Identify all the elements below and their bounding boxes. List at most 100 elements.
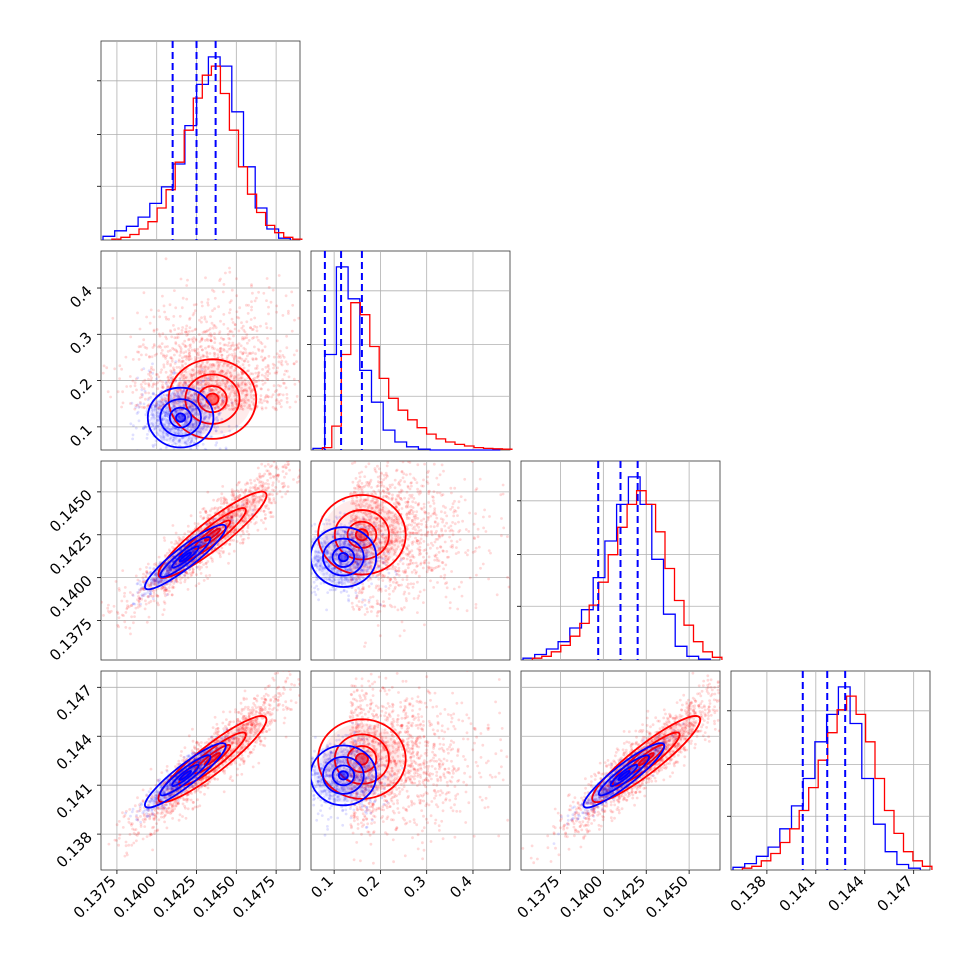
blue-contour-level-1 [144, 523, 227, 591]
red-scatter-point [208, 371, 212, 374]
red-scatter-point [216, 521, 219, 525]
blue-scatter-point [166, 421, 170, 424]
red-scatter-point [250, 495, 254, 498]
red-scatter-point [231, 513, 235, 517]
red-scatter-point [238, 356, 242, 360]
red-scatter-point [336, 451, 339, 454]
red-scatter-point [264, 395, 268, 398]
red-scatter-point [430, 533, 434, 537]
red-scatter-point [208, 522, 211, 525]
red-scatter-point [211, 518, 215, 522]
blue-scatter-point [194, 424, 198, 428]
red-scatter-point [227, 347, 231, 351]
blue-scatter-point [216, 418, 220, 422]
blue-scatter-point [139, 583, 143, 587]
red-scatter-point [225, 363, 229, 367]
red-scatter-point [189, 403, 192, 407]
red-scatter-point [204, 511, 208, 514]
red-scatter-point [230, 515, 234, 518]
red-scatter-point [149, 371, 152, 374]
red-scatter-point [245, 498, 249, 501]
blue-scatter-point [172, 401, 176, 405]
blue-scatter-point [149, 590, 153, 593]
red-scatter-point [235, 399, 239, 403]
red-scatter-point [139, 345, 143, 348]
red-scatter-point [137, 595, 140, 598]
red-scatter-point [249, 388, 252, 391]
blue-scatter-point [198, 434, 202, 437]
blue-scatter-point [130, 401, 134, 405]
red-scatter-point [192, 303, 196, 307]
red-scatter-point [240, 376, 244, 380]
red-scatter-point [241, 530, 245, 533]
blue-scatter-point [208, 412, 212, 416]
red-scatter-point [197, 529, 201, 533]
blue-scatter-point [167, 421, 171, 425]
red-scatter-point [449, 524, 453, 528]
blue-scatter-point [175, 562, 179, 566]
red-scatter-point [223, 382, 227, 386]
red-scatter-point [231, 403, 235, 407]
blue-scatter-point [156, 580, 160, 584]
red-scatter-point [195, 381, 199, 385]
blue-scatter-point [137, 405, 141, 409]
red-scatter-point [129, 402, 132, 405]
red-scatter-point [245, 481, 249, 485]
red-scatter-point [225, 380, 229, 384]
red-scatter-point [246, 406, 250, 409]
red-scatter-point [236, 518, 239, 521]
red-scatter-point [240, 326, 244, 330]
red-scatter-point [246, 360, 250, 363]
red-scatter-point [211, 560, 214, 563]
red-scatter-point [222, 502, 226, 506]
blue-scatter-point [174, 401, 177, 405]
red-scatter-point [275, 402, 279, 405]
red-scatter-point [184, 571, 188, 575]
red-scatter-point [160, 342, 164, 345]
red-scatter-point [244, 388, 248, 391]
red-scatter-point [185, 396, 189, 399]
blue-scatter-point [197, 543, 200, 546]
red-scatter-point [253, 479, 256, 483]
red-scatter-point [230, 493, 234, 497]
blue-scatter-point [165, 568, 169, 572]
blue-contour-level-4 [178, 551, 192, 563]
blue-scatter-point [191, 407, 194, 411]
red-scatter-point [153, 579, 157, 583]
red-scatter-point [243, 517, 247, 521]
red-scatter-point [209, 339, 213, 343]
red-scatter-point [145, 570, 149, 574]
red-scatter-point [152, 599, 156, 603]
red-scatter-point [354, 577, 358, 580]
red-scatter-point [185, 538, 189, 542]
red-scatter-point [181, 363, 184, 367]
red-scatter-point [188, 326, 192, 329]
blue-scatter-point [177, 449, 180, 450]
red-scatter-point [171, 586, 175, 590]
red-scatter-point [182, 376, 186, 380]
red-scatter-point [415, 541, 419, 544]
red-scatter-point [179, 408, 183, 411]
red-scatter-point [159, 371, 163, 374]
red-scatter-point [147, 391, 151, 395]
blue-scatter-point [191, 423, 195, 426]
red-scatter-point [203, 371, 207, 374]
red-scatter-point [222, 496, 226, 500]
red-scatter-point [398, 539, 402, 543]
red-scatter-point [154, 564, 158, 567]
red-scatter-point [213, 324, 217, 328]
red-scatter-point [164, 561, 168, 565]
red-scatter-point [203, 317, 207, 321]
red-scatter-point [249, 489, 253, 493]
red-scatter-point [191, 550, 195, 554]
red-scatter-point [193, 309, 197, 313]
red-scatter-point [178, 345, 182, 349]
red-scatter-point [222, 322, 226, 326]
red-scatter-point [173, 392, 177, 396]
red-scatter-point [273, 407, 277, 411]
red-scatter-point [267, 507, 270, 511]
red-scatter-point [259, 340, 262, 344]
red-scatter-point [200, 337, 204, 341]
red-scatter-point [194, 392, 198, 396]
red-scatter-point [409, 558, 413, 562]
